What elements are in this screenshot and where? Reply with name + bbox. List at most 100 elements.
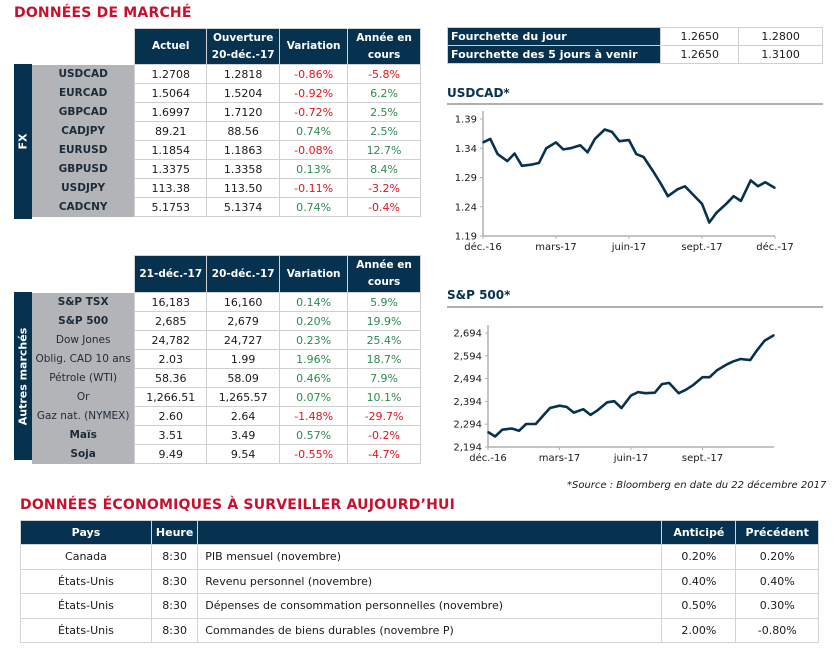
data-point [549,407,551,409]
other-row-name: Dow Jones [32,330,135,350]
data-point [715,211,718,214]
other-row-variation: -1.48% [279,406,349,426]
data-point [555,141,557,144]
data-point [489,138,492,140]
eco-row-pays: États-Unis [20,593,152,619]
eco-row-precedent: -0.80% [735,617,819,643]
eco-row-heure: 8:30 [150,568,199,594]
data-point [763,340,766,342]
data-point [654,391,656,394]
fx-header-variation: Variation [279,28,349,65]
data-point [494,435,496,438]
sp500-chart-title: S&P 500* [447,288,511,302]
data-point [487,431,489,433]
eco-row-heure: 8:30 [150,617,199,643]
data-point [637,391,639,393]
fx-row-actuel: 1.1854 [134,140,208,160]
x-tick-label: déc.-16 [469,452,507,464]
fx-row-name: GBPCAD [32,102,135,122]
data-point [582,408,585,410]
y-tick-label: 1.24 [455,202,477,213]
data-point [716,369,718,372]
fx-row-ouverture: 1.3358 [206,159,281,179]
fx-row-annee: 2.5% [347,121,421,141]
data-point [620,407,623,409]
data-point [521,165,523,167]
data-point [635,153,638,155]
other-row-variation: 0.57% [279,425,349,445]
other-row-annee: 10.1% [347,387,421,407]
eco-row-heure: 8:30 [150,544,199,570]
data-point [659,182,662,185]
x-tick-label: juin-17 [613,453,649,464]
other-row-annee: -29.7% [347,406,421,426]
y-tick-label: 1.34 [455,144,477,155]
data-point [628,139,630,141]
data-point [606,401,608,404]
fx-row-actuel: 1.5064 [134,83,208,103]
data-point [530,163,533,166]
data-point [501,428,504,431]
other-row-c2: 3.49 [206,425,281,445]
other-row-name: Maïs [32,425,135,445]
other-row-c1: 2,685 [134,311,208,331]
fx-row-actuel: 113.38 [134,178,208,198]
range-label: Fourchette du jour [446,27,662,46]
eco-table: Pays Heure Anticipé Précédent Canada 8:30… [20,520,819,643]
fx-row-annee: 6.2% [347,83,421,103]
range-high: 1.3100 [738,45,823,64]
fx-corner [32,28,135,65]
fx-row-name: CADJPY [32,121,135,141]
other-row-variation: 1.96% [279,349,349,369]
eco-row: Canada 8:30 PIB mensuel (novembre) 0.20% 0.2… [20,544,819,570]
other-row-name: Or [32,387,135,407]
data-point [542,415,544,417]
eco-header-heure: Heure [150,520,199,545]
data-point [773,334,775,336]
fx-header-annee: Année en cours [347,28,421,65]
range-label: Fourchette des 5 jours à venir [446,45,662,64]
data-point [569,147,572,149]
data-point [644,392,647,394]
other-row-c1: 9.49 [134,444,208,464]
data-point [513,152,516,155]
other-row-variation: 0.20% [279,311,349,331]
other-markets-table: 21-déc.-17 20-déc.-17 Variation Année en… [32,255,421,464]
eco-row: États-Unis 8:30 Commandes de biens durable… [20,617,819,643]
other-row-annee: 25.4% [347,330,421,350]
data-point [692,384,694,386]
fx-row-actuel: 1.3375 [134,159,208,179]
data-point [596,409,599,412]
data-point [749,179,752,182]
x-tick-label: déc.-17 [756,241,794,253]
other-row-annee: 7.9% [347,368,421,388]
eco-row-event: Dépenses de consommation personnelles (n… [197,593,663,619]
data-point [764,181,767,183]
fx-row: EURCAD 1.5064 1.5204 -0.92% 6.2% [32,83,421,103]
fx-row-variation: -0.72% [279,102,349,122]
eco-row-event: PIB mensuel (novembre) [197,544,663,570]
x-tick-label: sept.-17 [682,453,723,464]
data-point [732,360,735,363]
fx-header-ouverture-line1: Ouverture [212,31,274,44]
other-row-c2: 2.64 [206,406,281,426]
fx-row: EURUSD 1.1854 1.1863 -0.08% 12.7% [32,140,421,160]
fx-row-actuel: 1.2708 [134,64,208,84]
fx-table: Actuel Ouverture 20-déc.-17 Variation Ann… [32,28,421,217]
fx-row-name: CADCNY [32,197,135,217]
market-data-title: DONNÉES DE MARCHÉ [14,5,192,21]
eco-row-event: Revenu personnel (novembre) [197,568,663,594]
fx-header-actuel: Actuel [134,28,208,65]
other-row: Pétrole (WTI) 58.36 58.09 0.46% 7.9% [32,368,421,388]
other-row-annee: -4.7% [347,444,421,464]
fx-section-text: FX [16,133,30,150]
other-section-label: Autres marchés [14,292,32,460]
data-point [534,423,537,425]
usdcad-chart-rule [447,103,823,105]
fx-row-ouverture: 88.56 [206,121,281,141]
data-point [586,151,589,154]
x-tick-label: juin-17 [611,242,647,253]
other-row-c1: 2.60 [134,406,208,426]
data-point [613,400,616,402]
data-point [701,376,704,378]
